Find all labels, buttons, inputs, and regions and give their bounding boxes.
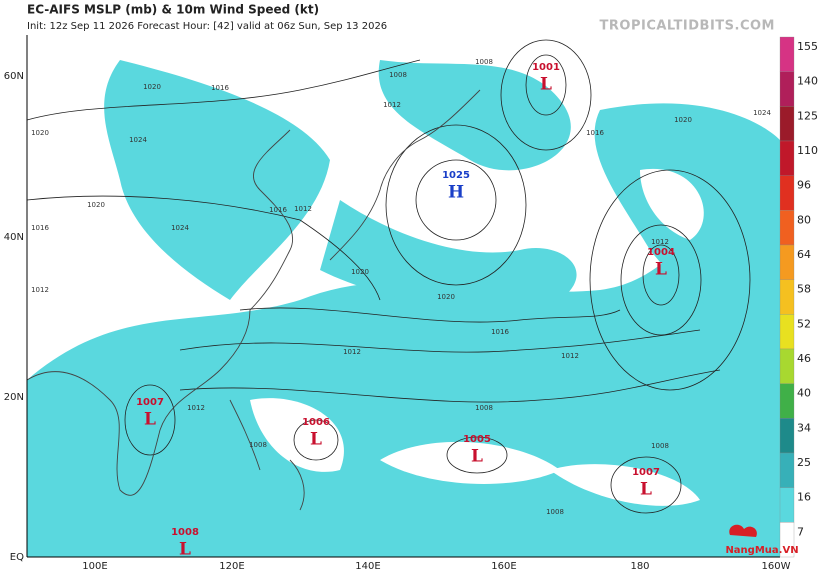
center-symbol: L [471,447,483,467]
calm-areas [250,168,704,506]
isobar-label: 1016 [586,129,604,137]
colorbar-label: 46 [797,352,811,365]
lon-label: 160W [762,561,791,572]
colorbar-swatch [779,210,795,246]
coastlines [26,89,481,511]
watermark: TROPICALTIDBITS.COM [600,19,775,34]
center-symbol: L [144,410,156,430]
colorbar-label: 64 [797,248,811,261]
center-symbol: L [655,260,667,280]
center-pressure: 1006 [302,417,330,428]
isobar-label: 1008 [475,404,493,412]
isobar-label: 1012 [651,238,669,246]
colorbar-label: 34 [797,421,811,434]
colorbar-swatch [779,71,795,107]
colorbar-label: 96 [797,179,811,192]
isobar-label: 1016 [211,84,229,92]
isobar-label: 1024 [753,109,771,117]
colorbar-label: 58 [797,283,811,296]
center-pressure: 1008 [171,527,199,538]
lon-label: 120E [219,561,244,572]
center-pressure: 1004 [647,247,675,258]
isobar-label: 1012 [31,286,49,294]
center-pressure: 1025 [442,170,470,181]
isobar-label: 1016 [491,328,509,336]
colorbar-label: 110 [797,144,818,157]
center-pressure: 1007 [632,467,660,478]
colorbar-swatch [779,140,795,176]
center-symbol: L [640,480,652,500]
colorbar-swatch [779,36,795,72]
center-symbol: L [540,75,552,95]
logo: NangMua.VN [725,545,798,556]
lat-label: 20N [4,392,24,403]
isobar-label: 1008 [475,58,493,66]
colorbar-label: 125 [797,109,818,122]
isobar-label: 1024 [171,224,189,232]
isobar-label: 1012 [383,101,401,109]
colorbar-swatch [779,383,795,419]
colorbar-swatch [779,279,795,315]
colorbar-swatch [779,106,795,142]
colorbar-label: 40 [797,387,811,400]
isobar-label: 1012 [561,352,579,360]
lon-label: 140E [355,561,380,572]
isobar-label: 1012 [187,404,205,412]
colorbar-swatch [779,487,795,523]
colorbar-label: 7 [797,525,804,538]
isobar-label: 1008 [546,508,564,516]
isobar-label: 1016 [269,206,287,214]
lat-label: EQ [10,552,24,563]
colorbar-label: 25 [797,456,811,469]
isobar-label: 1020 [143,83,161,91]
subtitle: Init: 12z Sep 11 2026 Forecast Hour: [42… [27,21,387,32]
isobar-label: 1020 [351,268,369,276]
colorbar-swatch [779,244,795,280]
isobar-label: 1020 [437,293,455,301]
title: EC-AIFS MSLP (mb) & 10m Wind Speed (kt) [27,3,319,17]
lat-label: 40N [4,232,24,243]
isobar-label: 1016 [31,224,49,232]
center-symbol: L [179,540,191,560]
logo-cloud [729,524,757,537]
isobar-label: 1020 [31,129,49,137]
lon-label: 160E [491,561,516,572]
isobars [26,39,751,514]
center-symbol: H [448,183,464,203]
isobar-label: 1020 [87,201,105,209]
center-symbol: L [310,430,322,450]
colorbar-label: 155 [797,40,818,53]
isobar-label: 1012 [343,348,361,356]
center-pressure: 1007 [136,397,164,408]
isobar-label: 1008 [389,71,407,79]
lat-label: 60N [4,71,24,82]
isobar-label: 1012 [294,205,312,213]
colorbar-label: 16 [797,491,811,504]
colorbar-swatch [779,175,795,211]
lon-label: 100E [82,561,107,572]
center-pressure: 1005 [463,434,491,445]
colorbar: 155 140 125 110 96 80 64 58 52 46 40 34 25 16 7 [779,36,818,558]
colorbar-label: 52 [797,317,811,330]
center-pressure: 1001 [532,62,560,73]
isobar-label: 1008 [651,442,669,450]
colorbar-swatch [779,522,795,558]
colorbar-swatch [779,418,795,454]
colorbar-swatch [779,348,795,384]
isobar-label: 1024 [129,136,147,144]
colorbar-swatch [779,314,795,350]
colorbar-swatch [779,452,795,488]
colorbar-label: 140 [797,75,818,88]
isobar-label: 1020 [674,116,692,124]
lon-label: 180 [630,561,649,572]
isobar-label: 1008 [249,441,267,449]
colorbar-label: 80 [797,213,811,226]
